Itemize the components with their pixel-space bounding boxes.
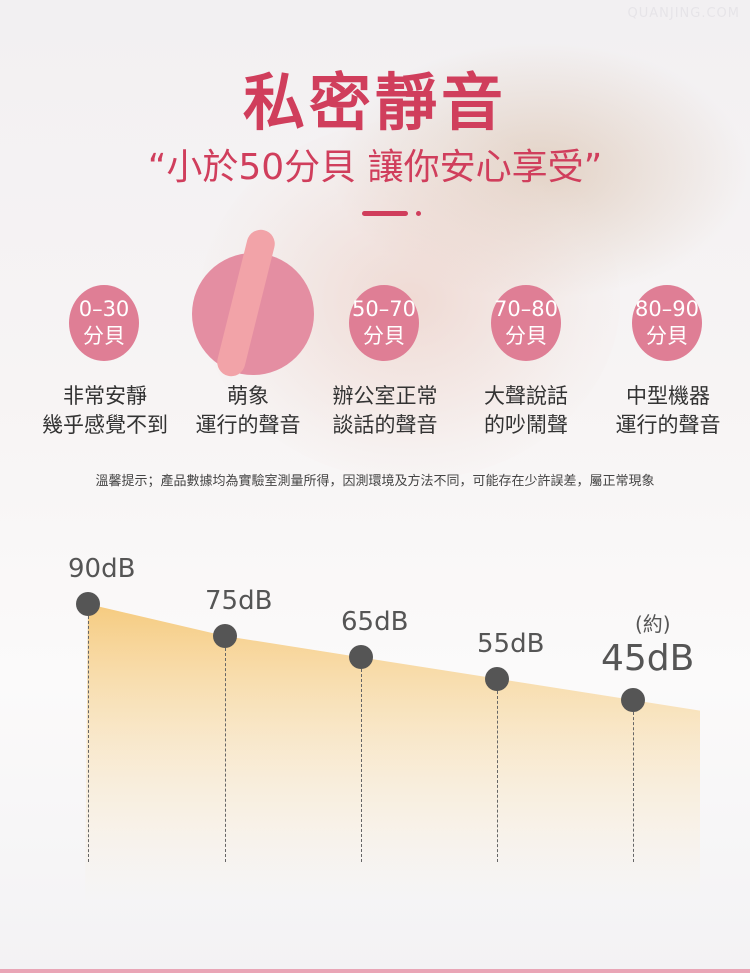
decibel-dashed-line bbox=[361, 669, 362, 862]
decibel-dashed-line bbox=[225, 648, 226, 862]
level-label: 辦公室正常 談話的聲音 bbox=[332, 384, 438, 437]
decibel-area-fill bbox=[85, 604, 700, 900]
decibel-dashed-line bbox=[633, 712, 634, 862]
decibel-point bbox=[213, 624, 237, 648]
level-circle-70-80: 70–80 分貝 bbox=[491, 285, 561, 361]
level-circle-80-90: 80–90 分貝 bbox=[632, 285, 702, 361]
decibel-dashed-line bbox=[88, 616, 89, 862]
decibel-point bbox=[76, 592, 100, 616]
divider-bar bbox=[362, 211, 408, 216]
level-label: 萌象 運行的聲音 bbox=[195, 384, 301, 437]
subtitle: “小於50分貝 讓你安心享受” bbox=[147, 147, 603, 188]
level-label: 非常安靜 幾乎感覺不到 bbox=[42, 384, 168, 437]
level-label: 中型機器 運行的聲音 bbox=[615, 384, 721, 437]
page-title: 私密靜音 bbox=[242, 66, 507, 139]
bottom-border bbox=[0, 969, 750, 973]
approx-label: (約) bbox=[635, 612, 671, 636]
decibel-point bbox=[621, 688, 645, 712]
decibel-label: 55dB bbox=[477, 628, 545, 659]
decibel-label: 45dB bbox=[601, 638, 695, 679]
decibel-dashed-line bbox=[497, 690, 498, 862]
watermark: QUANJING.COM bbox=[627, 6, 740, 21]
divider-dot bbox=[416, 211, 421, 216]
level-label: 大聲說話 的吵鬧聲 bbox=[484, 384, 568, 437]
decibel-label: 75dB bbox=[205, 586, 273, 616]
disclaimer-note: 溫馨提示；產品數據均為實驗室測量所得，因測環境及方法不同，可能存在少許誤差，屬正… bbox=[95, 474, 655, 489]
decibel-label: 90dB bbox=[68, 554, 136, 584]
decibel-label: 65dB bbox=[341, 607, 409, 638]
level-circle-50-70: 50–70 分貝 bbox=[349, 285, 419, 361]
decibel-point bbox=[485, 666, 509, 691]
level-circle-0-30: 0–30 分貝 bbox=[69, 285, 139, 361]
decibel-point bbox=[349, 645, 373, 670]
